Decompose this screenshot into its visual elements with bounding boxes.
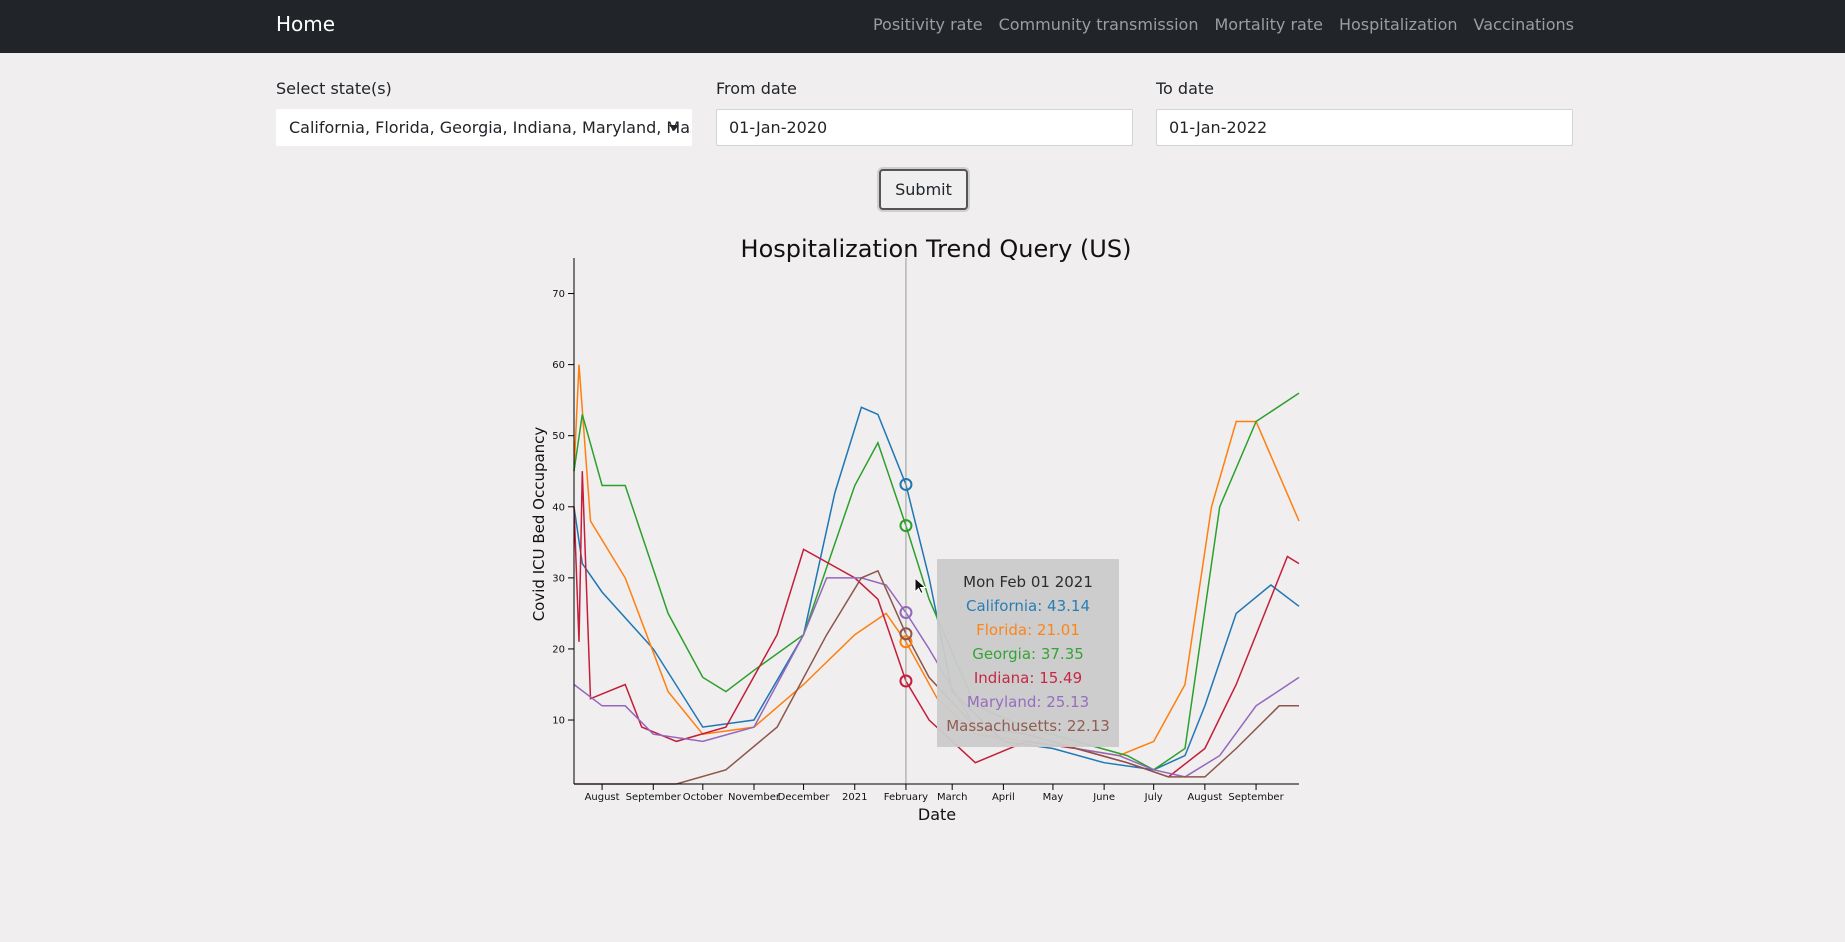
tooltip-georgia: Georgia: 37.35 [972, 645, 1084, 663]
x-tick-label: September [626, 792, 682, 803]
x-tick-label: December [778, 792, 831, 803]
y-axis-ticks: 10 20 30 40 50 60 70 [552, 289, 574, 727]
x-tick-label: November [728, 792, 781, 803]
x-tick-label: 2021 [842, 792, 867, 803]
hover-marker-indiana [899, 674, 913, 688]
nav-vaccinations[interactable]: Vaccinations [1473, 15, 1574, 34]
states-select-value: California, Florida, Georgia, Indiana, M… [289, 118, 691, 137]
y-tick-label: 60 [552, 360, 565, 371]
series-line-massachusetts [574, 569, 1299, 785]
series-lines [573, 364, 1300, 785]
home-link[interactable]: Home [276, 12, 336, 36]
x-tick-label: February [884, 792, 928, 803]
x-tick-label: August [1187, 792, 1222, 803]
nav-community-transmission[interactable]: Community transmission [998, 15, 1199, 34]
mouse-cursor-icon [914, 576, 927, 595]
tooltip-florida: Florida: 21.01 [976, 621, 1080, 639]
x-tick-label: May [1043, 792, 1064, 803]
tooltip-maryland: Maryland: 25.13 [966, 693, 1090, 711]
series-line-georgia [573, 392, 1300, 771]
y-axis-label: Covid ICU Bed Occupancy [530, 427, 548, 622]
x-tick-label: June [1092, 792, 1115, 803]
from-date-input[interactable]: 01-Jan-2020 [716, 109, 1133, 146]
y-tick-label: 40 [552, 502, 565, 513]
y-tick-label: 50 [552, 431, 565, 442]
to-date-input[interactable]: 01-Jan-2022 [1156, 109, 1573, 146]
hover-marker-maryland [899, 605, 913, 619]
states-label: Select state(s) [276, 79, 392, 98]
y-tick-label: 30 [552, 573, 565, 584]
hover-marker-florida [899, 635, 913, 649]
series-line-florida [573, 364, 1300, 757]
hover-marker-massachusetts [899, 627, 913, 641]
from-date-label: From date [716, 79, 797, 98]
x-axis-label: Date [918, 805, 956, 824]
tooltip-massachusetts: Massachusetts: 22.13 [946, 717, 1110, 735]
x-tick-label: September [1228, 792, 1284, 803]
tooltip-california: California: 43.14 [966, 597, 1090, 615]
x-tick-label: April [992, 792, 1015, 803]
x-tick-label: August [585, 792, 620, 803]
submit-button[interactable]: Submit [879, 169, 968, 210]
to-date-label: To date [1156, 79, 1215, 98]
tooltip-date: Mon Feb 01 2021 [963, 573, 1093, 591]
chart-tooltip: Mon Feb 01 2021 California: 43.14 Florid… [937, 559, 1119, 747]
x-tick-label: October [683, 792, 724, 803]
tooltip-indiana: Indiana: 15.49 [973, 669, 1083, 687]
nav-positivity-rate[interactable]: Positivity rate [872, 15, 983, 34]
nav-mortality-rate[interactable]: Mortality rate [1214, 15, 1323, 34]
y-tick-label: 20 [552, 644, 565, 655]
series-line-indiana [573, 471, 1300, 778]
y-tick-label: 10 [552, 716, 565, 727]
x-tick-label: March [937, 792, 967, 803]
x-tick-label: July [1144, 792, 1163, 803]
caret-down-icon [669, 125, 679, 131]
y-tick-label: 70 [552, 289, 565, 300]
chart-title: Hospitalization Trend Query (US) [740, 235, 1132, 263]
states-select[interactable]: California, Florida, Georgia, Indiana, M… [276, 109, 692, 146]
hover-markers [899, 477, 913, 688]
hover-marker-georgia [899, 519, 913, 533]
top-navbar: Home Positivity rate Community transmiss… [0, 0, 1845, 53]
nav-hospitalization[interactable]: Hospitalization [1338, 15, 1458, 34]
nav-links: Positivity rate Community transmission M… [873, 15, 1574, 34]
series-line-california [573, 406, 1300, 771]
hover-marker-california [899, 477, 913, 491]
